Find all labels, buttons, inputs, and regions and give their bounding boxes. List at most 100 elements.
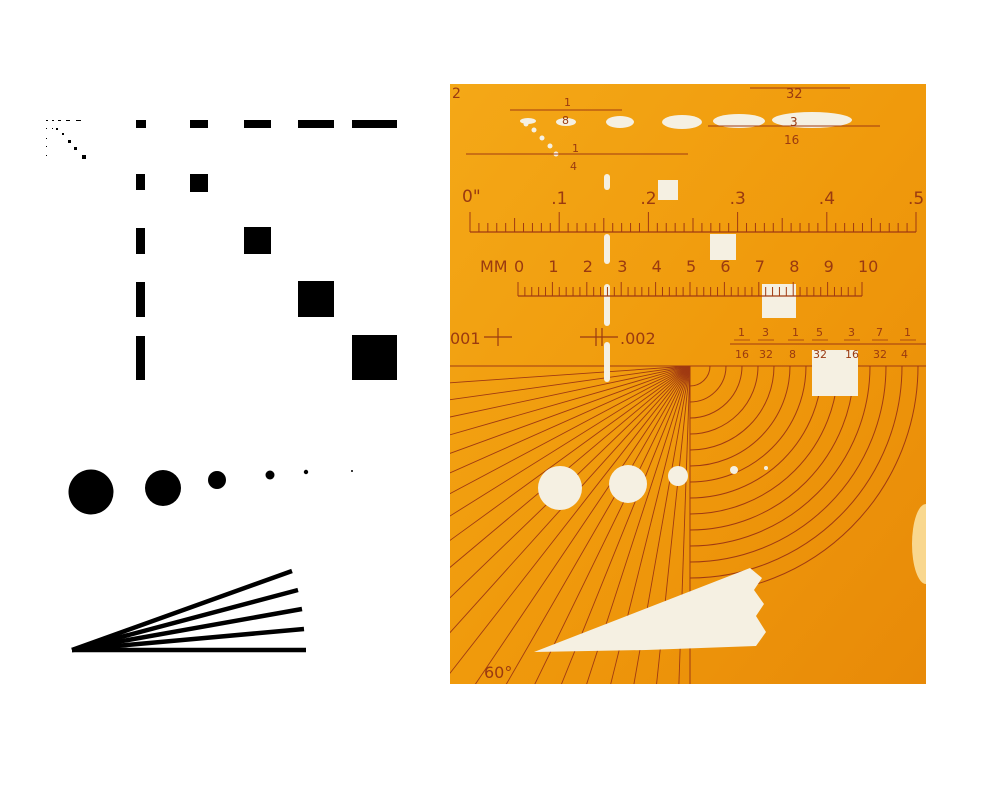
angle-ray	[678, 365, 691, 684]
dot	[145, 470, 181, 506]
tiny-square	[74, 147, 77, 150]
fraction-3-16-den: 16	[784, 133, 799, 147]
fraction-numerator: 3	[762, 326, 769, 339]
angle-ray	[561, 365, 691, 684]
mm-label: 6	[720, 257, 730, 276]
tiny-square	[82, 155, 86, 159]
rulers	[466, 87, 926, 345]
slot-hole	[606, 116, 634, 128]
square	[190, 174, 208, 192]
arc	[689, 365, 727, 403]
arc	[689, 365, 903, 579]
fraction-numerator: 1	[738, 326, 745, 339]
fraction-1-4-den: 4	[570, 160, 577, 173]
slot-hole	[772, 112, 852, 128]
square	[244, 227, 271, 254]
tiny-square	[46, 138, 47, 139]
arc	[689, 365, 711, 387]
round-hole	[730, 466, 738, 474]
mm-label: 2	[583, 257, 593, 276]
inch-label: .1	[551, 189, 567, 209]
vertical-slot	[604, 174, 610, 190]
slot-hole	[662, 115, 702, 129]
arc	[689, 365, 743, 419]
gap-label-left: 001	[450, 329, 481, 348]
glare	[912, 504, 926, 584]
tiny-dot-grid	[46, 120, 86, 159]
square	[298, 281, 334, 317]
fraction-numerator: 7	[876, 326, 883, 339]
mm-label: 3	[617, 257, 627, 276]
vertical-bar-column	[136, 174, 145, 380]
inch-label: .3	[730, 189, 746, 209]
tiny-dash	[58, 120, 61, 121]
arc	[689, 365, 759, 435]
dash	[136, 120, 146, 128]
gap-label-right: .002	[620, 329, 656, 348]
angle-ray	[450, 365, 691, 401]
mm-label: 9	[824, 257, 834, 276]
fan-line	[71, 587, 299, 653]
angle-ray	[450, 365, 691, 418]
tiny-square	[52, 128, 53, 129]
inch-label: .5	[908, 189, 924, 209]
gap-arrows	[484, 328, 618, 346]
dash-row	[136, 120, 397, 128]
arc	[689, 365, 807, 483]
tiny-dash	[52, 120, 54, 121]
vertical-bar	[136, 174, 145, 190]
angle-ray	[450, 365, 691, 436]
angle-ray	[450, 365, 691, 384]
dot	[303, 469, 309, 475]
dot	[351, 470, 353, 472]
inch-ruler-labels: .1 .2 .3 .4 .5	[551, 189, 924, 209]
square-hole	[658, 180, 678, 200]
square	[352, 335, 397, 380]
test-pattern	[46, 120, 397, 653]
dash	[352, 120, 397, 128]
dash	[244, 120, 271, 128]
mm-label: 8	[789, 257, 799, 276]
tiny-square	[62, 133, 64, 135]
fraction-3-16-num: 3	[790, 115, 798, 129]
mm-label: 5	[686, 257, 696, 276]
small-hole	[547, 143, 553, 149]
fan-line	[71, 626, 305, 653]
dot	[68, 469, 114, 515]
slot-hole	[713, 114, 765, 128]
mm-label: 0	[514, 257, 524, 276]
dot	[208, 471, 226, 489]
round-hole	[538, 466, 582, 510]
tiny-dash	[66, 120, 70, 121]
tiny-dash	[76, 120, 81, 121]
angle-ray	[450, 365, 691, 474]
fraction-1-8-num: 1	[564, 96, 571, 109]
inch-zero-label: 0"	[462, 187, 481, 207]
angle-ray	[450, 365, 691, 541]
inch-label: .4	[819, 189, 835, 209]
vertical-slot	[604, 234, 610, 264]
angle-label: 60°	[484, 663, 512, 682]
vertical-bar	[136, 282, 145, 317]
fraction-numerator: 3	[848, 326, 855, 339]
square-diagonal	[190, 174, 397, 380]
fan-line	[71, 568, 293, 653]
fraction-labels-bottom: 1 16 3 32 1 8 5 32 3 16 7 32 1 4	[734, 326, 916, 361]
vertical-slot	[604, 284, 610, 326]
fraction-denominator: 32	[813, 348, 827, 361]
angle-ray	[450, 365, 691, 674]
arc	[689, 365, 775, 451]
fraction-denominator: 32	[759, 348, 773, 361]
angle-ray	[450, 365, 691, 517]
arc	[689, 365, 887, 563]
mm-label: 10	[858, 257, 878, 276]
mm-ruler-labels: 0 1 2 3 4 5 6 7 8 9 10	[514, 257, 878, 276]
round-hole	[609, 465, 647, 503]
angle-ray	[450, 365, 691, 568]
arc	[689, 365, 791, 467]
line-fan	[71, 568, 306, 653]
small-hole	[523, 121, 529, 127]
square-hole	[710, 234, 736, 260]
corner-number: 2	[452, 86, 461, 102]
fraction-denominator: 16	[845, 348, 859, 361]
